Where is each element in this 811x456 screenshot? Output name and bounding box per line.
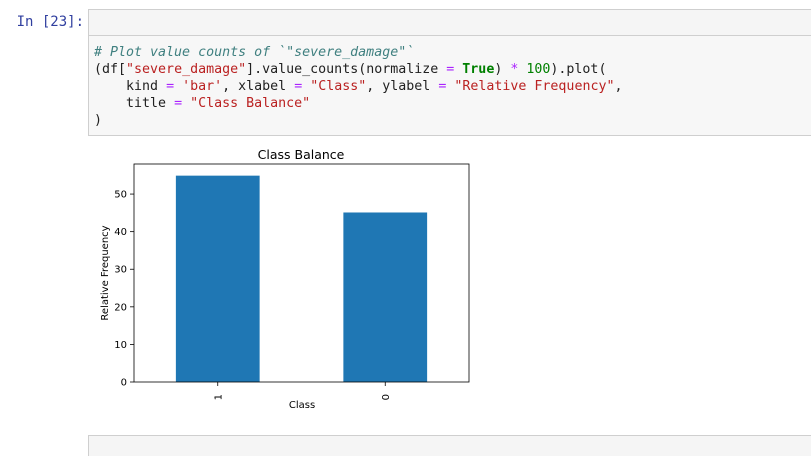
code-token	[174, 79, 182, 94]
code-token: )	[494, 62, 511, 77]
code-operator: =	[446, 62, 455, 77]
code-token: ).plot(	[550, 62, 607, 77]
code-token: ].value_counts(normalize	[246, 62, 447, 77]
y-axis: 0 10 20 30 40 50	[114, 190, 134, 389]
code-string: "Class Balance"	[190, 96, 311, 111]
next-cell[interactable]	[88, 435, 811, 456]
code-operator: =	[166, 79, 175, 94]
code-operator: =	[438, 79, 447, 94]
plot-frame	[133, 163, 470, 383]
y-tick-label: 0	[121, 378, 127, 389]
y-tick-label: 20	[114, 302, 127, 313]
y-tick-label: 10	[114, 340, 127, 351]
previous-cell-area[interactable]	[88, 9, 811, 36]
code-operator: =	[174, 96, 183, 111]
code-operator: =	[294, 79, 303, 94]
y-tick-label: 40	[114, 227, 127, 238]
code-token: (df[	[94, 62, 127, 77]
code-editor[interactable]: # Plot value counts of `"severe_damage"`…	[89, 36, 811, 129]
code-token: , ylabel	[366, 79, 439, 94]
x-tick-label: 1	[213, 394, 224, 400]
chart-title: Class Balance	[258, 147, 345, 162]
bars-group	[175, 175, 428, 382]
code-token: kind	[94, 79, 167, 94]
bar-1	[175, 175, 260, 382]
code-cell[interactable]: # Plot value counts of `"severe_damage"`…	[88, 36, 811, 136]
y-axis-label: Relative Frequency	[100, 225, 111, 320]
y-tick-label: 30	[114, 265, 127, 276]
code-operator: *	[510, 62, 519, 77]
code-number: 100	[526, 62, 551, 77]
x-axis-label: Class	[289, 400, 315, 411]
code-token	[182, 96, 190, 111]
code-token: , xlabel	[222, 79, 295, 94]
cell-prompt: In [23]:	[16, 14, 84, 30]
code-token: ,	[614, 79, 623, 94]
code-string: "Relative Frequency"	[454, 79, 615, 94]
y-tick-label: 50	[114, 190, 127, 201]
bar-0	[343, 212, 428, 382]
code-comment: # Plot value counts of `"severe_damage"`	[94, 45, 415, 60]
code-string: "Class"	[310, 79, 367, 94]
code-string: 'bar'	[182, 79, 223, 94]
code-keyword: True	[462, 62, 495, 77]
code-token: )	[94, 113, 103, 128]
code-token: title	[94, 96, 175, 111]
x-tick-label: 0	[381, 394, 392, 400]
code-string: "severe_damage"	[126, 62, 247, 77]
